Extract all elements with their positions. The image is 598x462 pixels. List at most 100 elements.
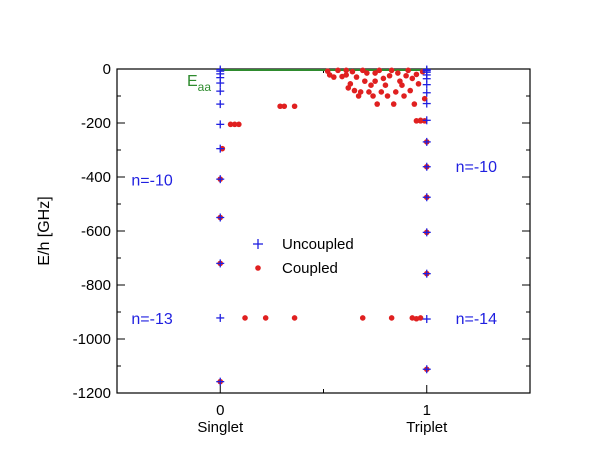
- uncoupled-point-7: [216, 120, 225, 129]
- uncoupled-point-24: [422, 162, 431, 171]
- coupled-point-8: [242, 315, 248, 321]
- uncoupled-point-29: [422, 365, 431, 374]
- plot-frame: [116, 68, 531, 394]
- legend-label-coupled: Coupled: [282, 260, 338, 277]
- coupled-point-15: [417, 315, 424, 321]
- coupled-point-32: [357, 89, 364, 95]
- y-tick-label-5: -1000: [73, 331, 111, 348]
- coupled-point-40: [372, 78, 378, 84]
- coupled-point-27: [347, 81, 354, 87]
- coupled-point-61: [415, 81, 422, 87]
- y-tick-label-0: 0: [103, 61, 111, 78]
- coupled-point-43: [378, 89, 385, 95]
- coupled-point-45: [382, 82, 389, 88]
- coupled-point-48: [388, 67, 395, 74]
- annotation-0: n=-10: [131, 173, 172, 190]
- coupled-point-42: [376, 67, 383, 74]
- y-tick-label-2: -400: [81, 169, 111, 186]
- uncoupled-point-27: [422, 269, 431, 278]
- coupled-point-54: [401, 93, 407, 99]
- coupled-point-35: [364, 70, 370, 76]
- uncoupled-point-23: [422, 137, 431, 146]
- coupled-point-38: [370, 93, 376, 99]
- uncoupled-point-4: [216, 79, 225, 88]
- coupled-point-11: [359, 315, 366, 321]
- legend-marker-coupled: [255, 265, 261, 271]
- coupled-point-53: [399, 82, 405, 88]
- coupled-point-49: [390, 101, 397, 107]
- x-tick-value-1: 1: [423, 402, 431, 419]
- uncoupled-point-21: [422, 99, 431, 108]
- coupled-point-36: [366, 89, 372, 95]
- coupled-point-17: [281, 103, 288, 110]
- axis-labels: E/h [GHz]: [36, 196, 53, 265]
- coupled-point-60: [413, 71, 420, 78]
- coupled-point-24: [343, 67, 350, 74]
- axes: 0-200-400-600-800-1000-12000Singlet1Trip…: [73, 61, 531, 436]
- y-tick-label-3: -600: [81, 223, 111, 240]
- uncoupled-point-20: [422, 88, 431, 97]
- annotations: n=-10 n=-13 n=-10 n=-14: [131, 159, 497, 328]
- uncoupled-point-6: [216, 100, 225, 109]
- uncoupled-point-8: [216, 144, 225, 153]
- coupled-point-34: [362, 78, 368, 84]
- threshold-subscript: aa: [198, 80, 212, 94]
- coupled-point-22: [335, 67, 341, 74]
- coupled-point-57: [407, 87, 414, 94]
- uncoupled-point-10: [216, 213, 225, 222]
- uncoupled-point-12: [216, 313, 225, 322]
- coupled-point-12: [388, 315, 395, 321]
- coupled-point-44: [380, 75, 387, 82]
- coupled-point-59: [411, 101, 418, 107]
- y-axis-label: E/h [GHz]: [36, 196, 53, 265]
- uncoupled-point-22: [422, 116, 431, 125]
- coupled-point-30: [353, 74, 360, 80]
- coupled-point-7: [236, 121, 242, 128]
- y-tick-label-1: -200: [81, 115, 111, 132]
- coupled-point-10: [291, 315, 298, 321]
- coupled-point-5: [227, 121, 234, 128]
- coupled-point-16: [277, 103, 283, 110]
- annotation-1: n=-13: [131, 311, 172, 328]
- y-tick-label-4: -800: [81, 277, 111, 294]
- uncoupled-point-26: [422, 228, 431, 237]
- coupled-point-33: [359, 67, 366, 74]
- coupled-point-66: [417, 118, 424, 124]
- coupled-point-50: [392, 89, 399, 95]
- coupled-point-20: [326, 72, 333, 78]
- uncoupled-point-11: [216, 259, 225, 268]
- legend: Uncoupled Coupled: [253, 236, 354, 277]
- uncoupled-point-13: [216, 377, 225, 386]
- coupled-point-9: [262, 315, 269, 321]
- coupled-point-28: [349, 68, 356, 75]
- coupled-point-6: [231, 121, 238, 128]
- uncoupled-point-25: [422, 193, 431, 202]
- coupled-point-46: [384, 93, 391, 99]
- legend-label-uncoupled: Uncoupled: [282, 236, 354, 253]
- uncoupled-point-9: [216, 175, 225, 184]
- coupled-point-47: [386, 72, 393, 79]
- uncoupled-point-5: [216, 87, 225, 96]
- uncoupled-point-28: [422, 315, 431, 324]
- coupled-point-56: [405, 67, 411, 74]
- legend-marker-uncoupled: [253, 239, 263, 249]
- coupled-point-41: [374, 101, 380, 107]
- coupled-point-37: [368, 82, 374, 88]
- threshold-label: Eaa: [187, 73, 211, 94]
- annotation-2: n=-10: [456, 159, 497, 176]
- data-points: [216, 65, 431, 386]
- x-tick-value-0: 0: [216, 402, 224, 419]
- x-tick-label-1: Triplet: [406, 419, 448, 436]
- coupled-point-21: [331, 74, 337, 80]
- coupled-point-55: [403, 72, 409, 79]
- uncoupled-point-19: [422, 80, 431, 89]
- x-tick-label-0: Singlet: [197, 419, 244, 436]
- coupled-point-64: [421, 95, 428, 102]
- coupled-point-65: [413, 118, 420, 124]
- coupled-point-29: [351, 87, 358, 94]
- coupled-point-39: [372, 70, 378, 76]
- coupled-point-58: [409, 75, 416, 82]
- coupled-point-18: [291, 103, 298, 110]
- coupled-point-25: [343, 72, 350, 78]
